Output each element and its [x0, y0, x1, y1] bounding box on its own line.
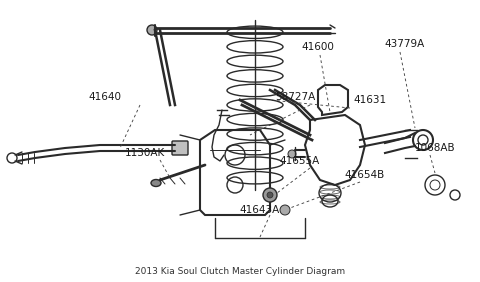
Text: 41640: 41640 — [88, 92, 121, 102]
Circle shape — [147, 25, 157, 35]
Text: 1068AB: 1068AB — [415, 143, 456, 153]
FancyBboxPatch shape — [172, 141, 188, 155]
Text: 2013 Kia Soul Clutch Master Cylinder Diagram: 2013 Kia Soul Clutch Master Cylinder Dia… — [135, 268, 345, 276]
Text: 41600: 41600 — [301, 42, 335, 52]
Circle shape — [267, 192, 273, 198]
Text: 41655A: 41655A — [280, 156, 320, 166]
Ellipse shape — [151, 180, 161, 186]
Circle shape — [288, 150, 296, 158]
Text: 43779A: 43779A — [385, 39, 425, 49]
Text: 41631: 41631 — [353, 95, 386, 105]
Text: 1130AK: 1130AK — [125, 148, 165, 158]
Text: 41643A: 41643A — [240, 205, 280, 215]
Circle shape — [263, 188, 277, 202]
Text: 41654B: 41654B — [345, 170, 385, 180]
Circle shape — [280, 205, 290, 215]
Text: 58727A: 58727A — [275, 92, 315, 102]
